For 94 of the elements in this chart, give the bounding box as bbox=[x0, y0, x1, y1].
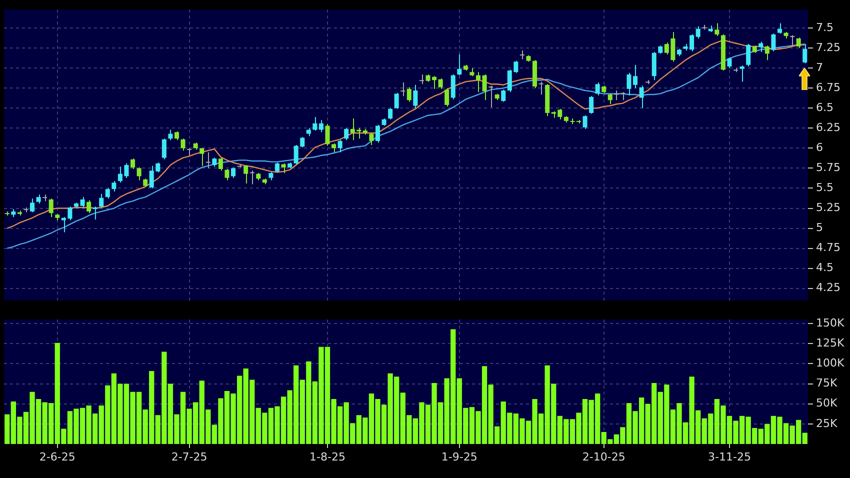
candlestick bbox=[312, 116, 318, 132]
y-tick-label: 25K bbox=[816, 416, 838, 430]
candlestick bbox=[86, 200, 92, 214]
x-tick-label: 3-11-25 bbox=[708, 450, 751, 464]
x-tick-label: 1-9-25 bbox=[441, 450, 478, 464]
y-tick-label: 5 bbox=[816, 221, 823, 234]
y-tick-label: 7.25 bbox=[816, 40, 840, 54]
candlestick bbox=[369, 132, 374, 146]
y-tick-label: 125K bbox=[816, 336, 845, 350]
y-tick-label: 7 bbox=[816, 60, 823, 74]
candlestick bbox=[450, 74, 456, 100]
candlestick bbox=[419, 74, 424, 85]
candlestick bbox=[206, 152, 210, 169]
candlestick bbox=[608, 93, 612, 105]
candlestick bbox=[99, 193, 104, 208]
y-tick-label: 6.75 bbox=[816, 80, 840, 94]
candlestick bbox=[771, 33, 776, 52]
candlestick bbox=[112, 180, 116, 192]
candlestick bbox=[406, 86, 412, 102]
y-tick-label: 150K bbox=[816, 316, 845, 330]
candlestick bbox=[777, 22, 782, 34]
candlestick bbox=[218, 157, 223, 172]
candlestick bbox=[400, 82, 406, 97]
candlestick bbox=[582, 114, 588, 130]
y-tick-label: 6 bbox=[816, 141, 823, 154]
candlestick bbox=[168, 129, 173, 141]
y-tick-label: 4.75 bbox=[816, 241, 840, 254]
candlestick bbox=[614, 90, 619, 101]
x-tick-label: 2-10-25 bbox=[582, 450, 626, 464]
candlestick bbox=[438, 78, 443, 90]
y-tick-label: 7.5 bbox=[816, 20, 834, 34]
y-tick-label: 6.25 bbox=[816, 121, 840, 134]
candlestick bbox=[740, 65, 744, 82]
candlestick bbox=[457, 54, 462, 76]
candlestick bbox=[520, 50, 524, 60]
x-tick-label: 1-8-25 bbox=[310, 450, 346, 464]
y-tick-label: 5.75 bbox=[816, 161, 840, 174]
x-tick-label: 2-7-25 bbox=[171, 450, 208, 464]
candlestick bbox=[595, 82, 600, 96]
candlestick bbox=[375, 124, 380, 144]
candlestick bbox=[432, 76, 437, 90]
candlestick bbox=[413, 84, 418, 109]
y-tick-label: 6.5 bbox=[816, 100, 834, 114]
candlestick bbox=[501, 89, 506, 102]
candlestick bbox=[444, 88, 450, 108]
candlestick bbox=[162, 138, 166, 160]
y-tick-label: 4.5 bbox=[816, 261, 834, 274]
candlestick bbox=[200, 148, 204, 166]
candlestick bbox=[746, 44, 751, 67]
candlestick bbox=[92, 206, 98, 220]
y-tick-label: 4.25 bbox=[816, 281, 840, 294]
candlestick bbox=[274, 162, 280, 173]
candlestick bbox=[344, 128, 349, 141]
y-tick-label: 75K bbox=[816, 376, 838, 390]
candlestick bbox=[764, 45, 770, 61]
candlestick bbox=[538, 81, 544, 96]
candlestick bbox=[30, 198, 35, 213]
candlestick bbox=[802, 44, 808, 64]
candlestick bbox=[639, 85, 644, 109]
candlestick bbox=[187, 148, 192, 156]
candlestick bbox=[488, 85, 494, 108]
candlestick bbox=[318, 120, 324, 133]
candlestick bbox=[796, 37, 801, 49]
candlestick bbox=[250, 170, 254, 185]
x-tick-label: 2-6-25 bbox=[39, 450, 76, 464]
candlestick bbox=[589, 96, 594, 114]
candlestick bbox=[476, 72, 480, 93]
candlestick bbox=[758, 41, 764, 53]
y-tick-label: 5.5 bbox=[816, 181, 834, 194]
candlestick bbox=[388, 108, 393, 120]
candlestick bbox=[136, 166, 142, 181]
candlestick bbox=[224, 168, 230, 181]
y-tick-label: 5.25 bbox=[816, 201, 840, 214]
candlestick bbox=[80, 196, 85, 208]
candlestick bbox=[790, 34, 795, 46]
candlestick bbox=[231, 166, 236, 178]
candlestick bbox=[48, 198, 54, 218]
candlestick bbox=[338, 140, 342, 153]
candlestick bbox=[130, 158, 136, 170]
candlestick bbox=[105, 188, 110, 200]
candlestick bbox=[696, 26, 700, 39]
candlestick bbox=[626, 72, 632, 96]
candlestick bbox=[727, 57, 732, 69]
candlestick bbox=[281, 162, 286, 174]
candlestick bbox=[633, 64, 638, 89]
candlestick bbox=[180, 138, 186, 152]
candlestick bbox=[244, 164, 248, 184]
candlestick bbox=[482, 74, 487, 101]
candlestick bbox=[394, 92, 399, 110]
y-tick-label: 100K bbox=[816, 356, 845, 370]
candlestick bbox=[652, 52, 656, 81]
candlestick bbox=[714, 22, 720, 37]
y-tick-label: 50K bbox=[816, 396, 838, 410]
candlestick bbox=[325, 124, 330, 146]
